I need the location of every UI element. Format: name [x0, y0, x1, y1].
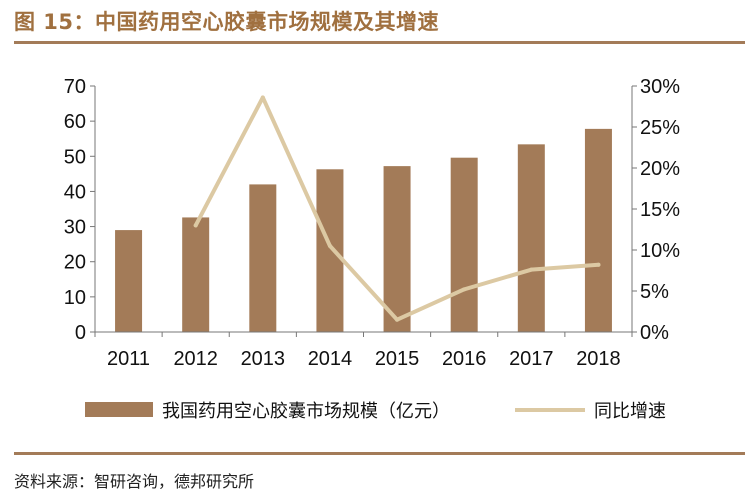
- left-tick-label: 30: [64, 217, 86, 239]
- growth-point-2017: [529, 267, 534, 272]
- left-tick-label: 20: [64, 252, 86, 274]
- x-tick-label: 2013: [241, 348, 286, 370]
- x-tick-label: 2011: [107, 348, 150, 370]
- bar-2015: [383, 166, 411, 332]
- right-tick-label: 15%: [640, 199, 680, 221]
- bar-2012: [182, 217, 210, 332]
- growth-line-group: [193, 95, 601, 322]
- bar-2011: [115, 230, 143, 332]
- left-tick-label: 70: [64, 76, 86, 98]
- growth-point-2018: [596, 262, 601, 267]
- legend-label-line: 同比增速: [594, 401, 666, 421]
- growth-point-2013: [260, 95, 265, 100]
- left-tick-label: 40: [64, 181, 86, 203]
- x-tick-label: 2018: [576, 348, 621, 370]
- right-tick-label: 20%: [640, 158, 680, 180]
- x-tick-label: 2017: [509, 348, 554, 370]
- bar-2014: [316, 169, 344, 332]
- right-tick-label: 5%: [640, 281, 669, 303]
- x-tick-label: 2014: [308, 348, 353, 370]
- source-divider: [14, 452, 745, 455]
- bar-2017: [517, 144, 545, 332]
- legend: 我国药用空心胶囊市场规模（亿元） 同比增速: [85, 401, 666, 421]
- x-tick-label: 2016: [442, 348, 487, 370]
- growth-point-2012: [193, 223, 198, 228]
- bar-2018: [584, 128, 612, 332]
- bars-group: [115, 128, 612, 332]
- source-note: 资料来源：智研咨询，德邦研究所: [14, 472, 255, 491]
- x-tick-label: 2012: [173, 348, 218, 370]
- growth-point-2014: [327, 243, 332, 248]
- bar-2016: [450, 157, 478, 332]
- legend-swatch-bar: [85, 402, 153, 417]
- bar-2013: [249, 184, 277, 332]
- right-tick-label: 30%: [640, 76, 680, 98]
- x-tick-label: 2015: [375, 348, 420, 370]
- right-tick-label: 25%: [640, 117, 680, 139]
- growth-point-2016: [462, 287, 467, 292]
- figure-title: 图 15：中国药用空心胶囊市场规模及其增速: [14, 10, 440, 34]
- right-tick-label: 10%: [640, 240, 680, 262]
- title-divider: [14, 41, 745, 44]
- left-tick-label: 10: [64, 287, 86, 309]
- axes-group: 0 10 20 30 40 50 60 70 0% 5% 10% 15% 20% 25% 30% 2011 20…: [64, 76, 680, 370]
- growth-point-2015: [395, 317, 400, 322]
- left-tick-label: 0: [75, 322, 86, 344]
- left-tick-label: 50: [64, 146, 86, 168]
- left-tick-label: 60: [64, 111, 86, 133]
- legend-label-bar: 我国药用空心胶囊市场规模（亿元）: [162, 401, 450, 421]
- right-tick-label: 0%: [640, 322, 669, 344]
